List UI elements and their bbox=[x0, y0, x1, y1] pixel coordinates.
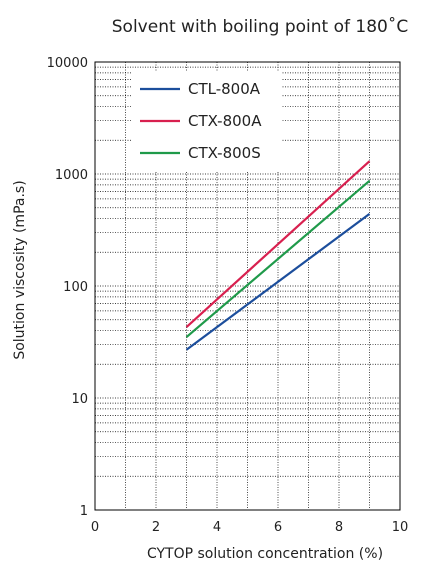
y-tick-label: 1000 bbox=[55, 168, 88, 183]
plot-frame bbox=[94, 61, 401, 511]
y-tick-label: 10 bbox=[71, 392, 88, 407]
series-lines bbox=[185, 160, 371, 351]
y-tick-labels: 1 10 100 1000 10000 bbox=[47, 56, 88, 519]
x-tick-label: 8 bbox=[335, 520, 343, 535]
x-tick-labels: 0 2 4 6 8 10 bbox=[91, 520, 408, 535]
legend-label: CTX-800A bbox=[188, 112, 262, 130]
y-tick-label: 1 bbox=[80, 504, 88, 519]
series-line-ctl-800a bbox=[185, 213, 371, 351]
x-tick-label: 10 bbox=[392, 520, 409, 535]
x-tick-label: 2 bbox=[152, 520, 160, 535]
x-axis-label: CYTOP solution concentration (%) bbox=[147, 546, 383, 562]
x-tick-label: 6 bbox=[274, 520, 282, 535]
grid bbox=[95, 62, 400, 510]
series-line-ctx-800a bbox=[185, 160, 371, 328]
y-tick-label: 100 bbox=[63, 280, 88, 295]
y-axis-label: Solution viscosity (mPa.s) bbox=[12, 180, 28, 359]
legend: CTL-800A CTX-800A CTX-800S bbox=[132, 72, 282, 172]
legend-label: CTX-800S bbox=[188, 144, 261, 162]
legend-label: CTL-800A bbox=[188, 80, 261, 98]
x-tick-label: 4 bbox=[213, 520, 221, 535]
chart-title: Solvent with boiling point of 180˚C bbox=[112, 16, 408, 37]
y-tick-label: 10000 bbox=[47, 56, 88, 71]
series-line-ctx-800s bbox=[185, 179, 371, 338]
x-tick-label: 0 bbox=[91, 520, 99, 535]
